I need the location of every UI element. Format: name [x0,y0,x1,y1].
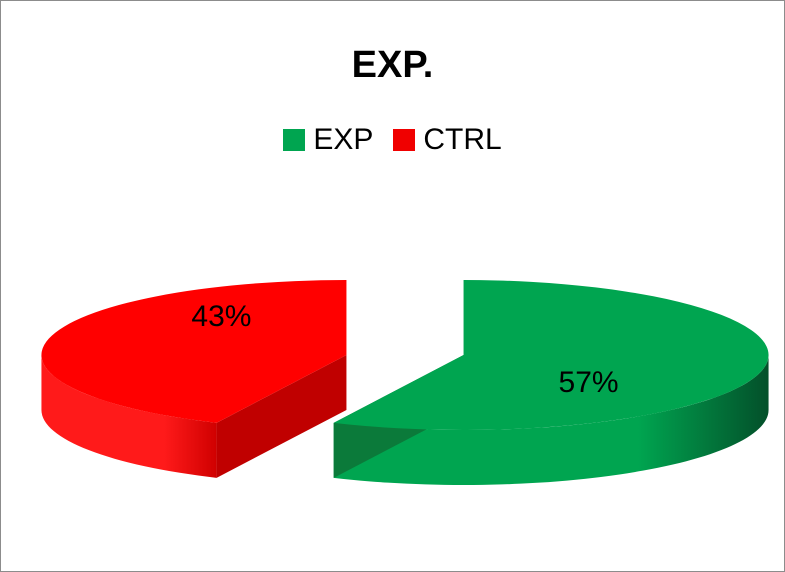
wall-ctrl [41,355,217,478]
legend-swatch-ctrl [393,129,416,151]
cut-face-ctrl [216,355,347,478]
data-label-exp: 57% [559,366,619,399]
data-label-ctrl: 43% [191,300,251,333]
legend-item-exp: EXP [283,123,373,157]
legend-label-ctrl: CTRL [423,123,502,156]
chart-title: EXP. [351,44,434,86]
legend-item-ctrl: CTRL [393,123,502,157]
legend: EXP CTRL [0,123,785,157]
legend-swatch-exp [283,129,306,151]
slice-ctrl [41,280,347,423]
slice-exp [333,280,769,430]
wall-exp [333,355,769,485]
legend-label-exp: EXP [313,123,374,156]
